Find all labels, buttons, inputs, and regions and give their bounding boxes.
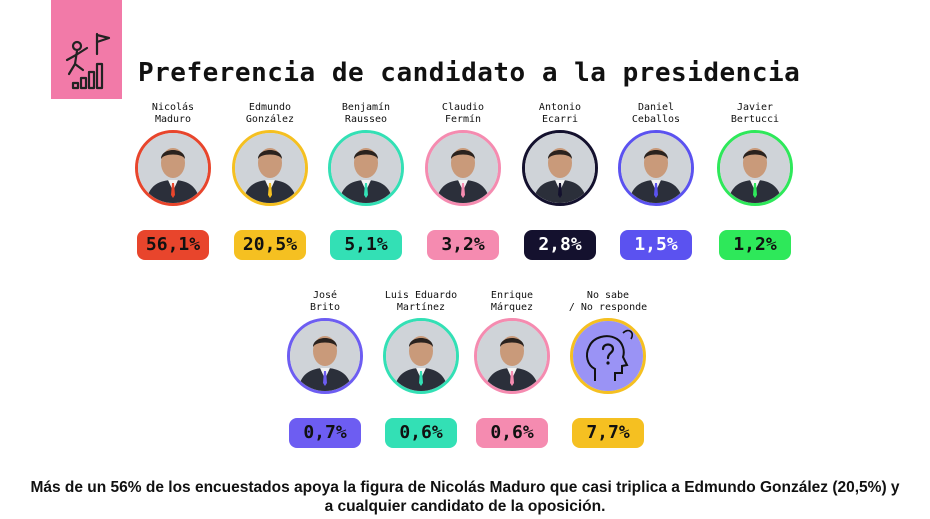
candidate-item: Benjamín Rausseo 5,1% (316, 102, 416, 260)
candidate-photo (425, 130, 501, 206)
portrait-silhouette (331, 133, 401, 203)
portrait-silhouette (720, 133, 790, 203)
candidate-photo (328, 130, 404, 206)
caption: Más de un 56% de los encuestados apoya l… (0, 478, 930, 516)
candidate-name: Edmundo González (245, 102, 295, 125)
percentage-badge: 20,5% (234, 230, 306, 260)
candidate-name: Benjamín Rausseo (341, 102, 391, 125)
percentage-badge: 0,6% (385, 418, 457, 448)
candidate-name: Antonio Ecarri (538, 102, 582, 125)
portrait-silhouette (525, 133, 595, 203)
candidate-photo (232, 130, 308, 206)
candidate-photo (717, 130, 793, 206)
portrait-silhouette (386, 321, 456, 391)
candidate-item: José Brito 0,7% (275, 290, 375, 448)
percentage-badge: 56,1% (137, 230, 209, 260)
percentage-badge: 5,1% (330, 230, 402, 260)
caption-line-1: Más de un 56% de los encuestados apoya l… (30, 479, 900, 496)
portrait-silhouette (290, 321, 360, 391)
page-title: Preferencia de candidato a la presidenci… (138, 58, 801, 88)
candidate-photo (474, 318, 550, 394)
percentage-badge: 0,6% (476, 418, 548, 448)
candidate-name: Claudio Fermín (441, 102, 485, 125)
candidate-item: Claudio Fermín 3,2% (413, 102, 513, 260)
candidate-name: Enrique Márquez (490, 290, 534, 313)
candidate-item: Antonio Ecarri 2,8% (510, 102, 610, 260)
candidate-item: No sabe / No responde 7,7% (558, 290, 658, 448)
percentage-badge: 1,2% (719, 230, 791, 260)
candidate-name: No sabe / No responde (568, 290, 648, 313)
candidate-name: Daniel Ceballos (631, 102, 681, 125)
percentage-badge: 0,7% (289, 418, 361, 448)
percentage-badge: 7,7% (572, 418, 644, 448)
candidate-item: Nicolás Maduro 56,1% (123, 102, 223, 260)
candidate-item: Luis Eduardo Martínez 0,6% (371, 290, 471, 448)
portrait-silhouette (477, 321, 547, 391)
caption-line-2: a cualquier candidato de la oposición. (324, 498, 606, 515)
portrait-silhouette (235, 133, 305, 203)
candidate-name: Luis Eduardo Martínez (384, 290, 458, 313)
candidate-item: Javier Bertucci 1,2% (705, 102, 805, 260)
candidate-photo (135, 130, 211, 206)
unsure-respondent-avatar (570, 318, 646, 394)
portrait-silhouette (621, 133, 691, 203)
candidate-item: Enrique Márquez 0,6% (462, 290, 562, 448)
candidate-photo (383, 318, 459, 394)
candidate-photo (287, 318, 363, 394)
portrait-silhouette (138, 133, 208, 203)
candidate-item: Daniel Ceballos 1,5% (606, 102, 706, 260)
header-icon-box (51, 0, 122, 99)
candidate-name: José Brito (309, 290, 341, 313)
candidate-photo (618, 130, 694, 206)
climbing-stairs-flag-icon (65, 32, 110, 90)
candidate-photo (522, 130, 598, 206)
candidate-name: Nicolás Maduro (151, 102, 195, 125)
percentage-badge: 3,2% (427, 230, 499, 260)
percentage-badge: 2,8% (524, 230, 596, 260)
head-question-icon (573, 321, 643, 391)
candidate-name: Javier Bertucci (730, 102, 780, 125)
percentage-badge: 1,5% (620, 230, 692, 260)
candidate-item: Edmundo González 20,5% (220, 102, 320, 260)
portrait-silhouette (428, 133, 498, 203)
